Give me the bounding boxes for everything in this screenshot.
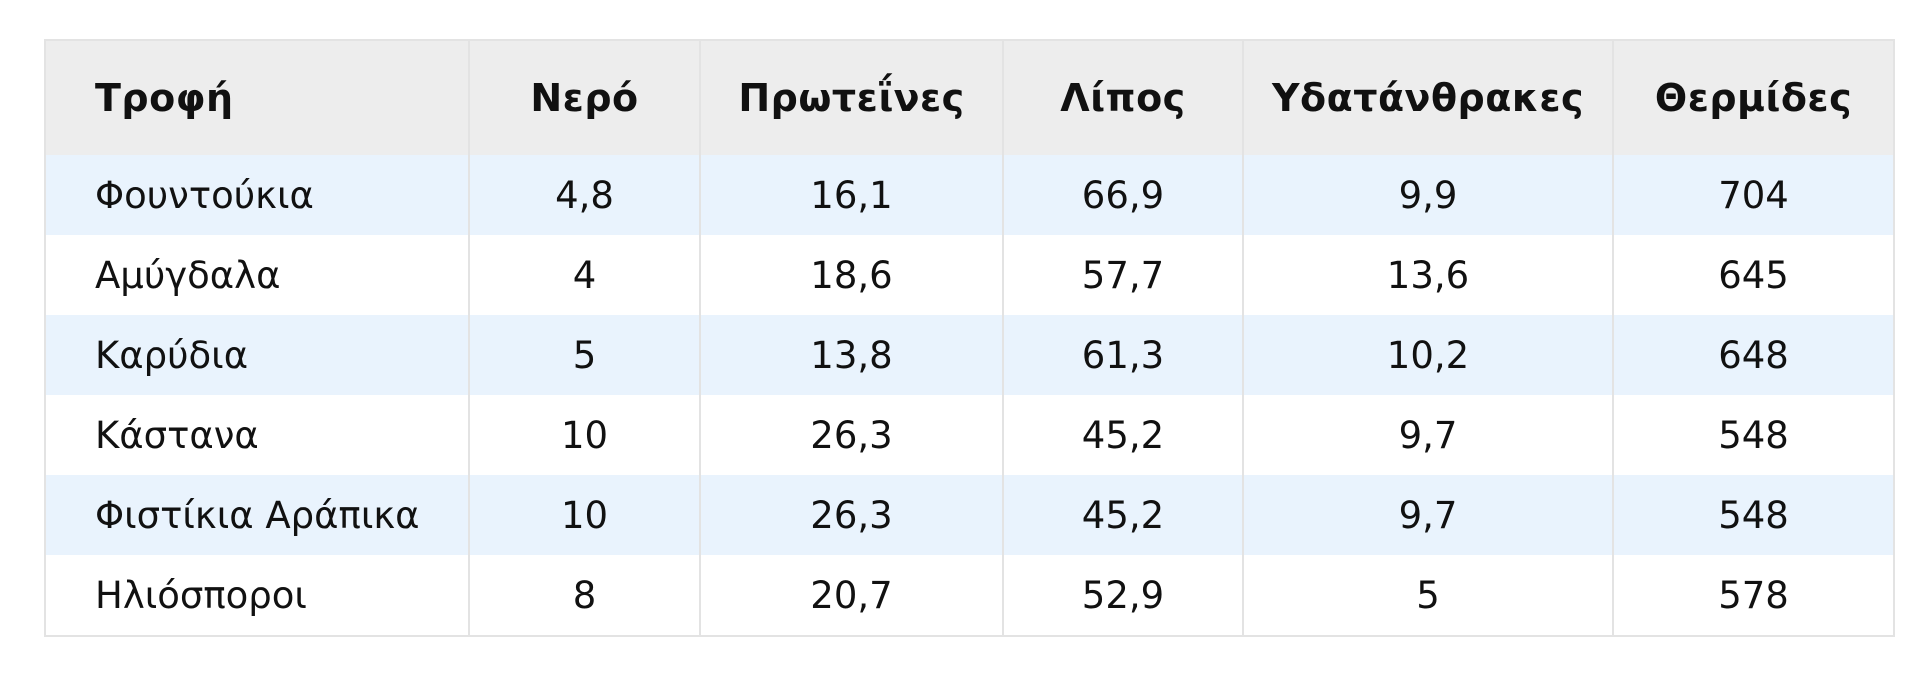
column-header-water: Νερό xyxy=(469,41,701,155)
cell-calories: 704 xyxy=(1718,173,1789,217)
table-row: Φιστίκια Αράπικα 10 26,3 45,2 9,7 548 xyxy=(46,475,1893,555)
cell-carbs: 9,9 xyxy=(1243,155,1614,235)
column-header-protein: Πρωτεΐνες xyxy=(700,41,1004,155)
cell-carbs: 9,7 xyxy=(1243,395,1614,475)
nutrition-table: Τροφή Νερό Πρωτεΐνες Λίπος Υδατάνθρακες … xyxy=(46,41,1893,635)
cell-water: 5 xyxy=(469,315,701,395)
column-header-calories: Θερμίδες xyxy=(1654,76,1853,120)
cell-fat: 66,9 xyxy=(1003,155,1244,235)
cell-protein: 20,7 xyxy=(700,555,1004,635)
cell-protein: 13,8 xyxy=(700,315,1004,395)
cell-food: Φιστίκια Αράπικα xyxy=(46,475,470,555)
cell-calories: 548 xyxy=(1718,493,1789,537)
cell-water: 4,8 xyxy=(469,155,701,235)
table-body: Φουντούκια 4,8 16,1 66,9 9,9 704 Αμύγδαλ… xyxy=(46,155,1893,635)
cell-food: Καρύδια xyxy=(46,315,470,395)
cell-water: 8 xyxy=(469,555,701,635)
cell-food: Ηλιόσποροι xyxy=(46,555,470,635)
cell-food: Αμύγδαλα xyxy=(46,235,470,315)
cell-calories: 548 xyxy=(1718,413,1789,457)
cell-water: 4 xyxy=(469,235,701,315)
cell-food: Φουντούκια xyxy=(46,155,470,235)
cell-fat: 57,7 xyxy=(1003,235,1244,315)
table-row: Αμύγδαλα 4 18,6 57,7 13,6 645 xyxy=(46,235,1893,315)
cell-calories: 578 xyxy=(1718,573,1789,617)
nutrition-table-container: Τροφή Νερό Πρωτεΐνες Λίπος Υδατάνθρακες … xyxy=(44,39,1895,637)
cell-fat: 45,2 xyxy=(1003,475,1244,555)
table-header: Τροφή Νερό Πρωτεΐνες Λίπος Υδατάνθρακες … xyxy=(46,41,1893,155)
cell-calories: 645 xyxy=(1718,253,1789,297)
cell-protein: 26,3 xyxy=(700,395,1004,475)
cell-fat: 45,2 xyxy=(1003,395,1244,475)
cell-protein: 26,3 xyxy=(700,475,1004,555)
cell-fat: 61,3 xyxy=(1003,315,1244,395)
cell-water: 10 xyxy=(469,395,701,475)
cell-carbs: 10,2 xyxy=(1243,315,1614,395)
cell-protein: 16,1 xyxy=(700,155,1004,235)
cell-fat: 52,9 xyxy=(1003,555,1244,635)
cell-protein: 18,6 xyxy=(700,235,1004,315)
table-row: Καρύδια 5 13,8 61,3 10,2 648 xyxy=(46,315,1893,395)
table-row: Φουντούκια 4,8 16,1 66,9 9,9 704 xyxy=(46,155,1893,235)
header-row: Τροφή Νερό Πρωτεΐνες Λίπος Υδατάνθρακες … xyxy=(46,41,1893,155)
table-row: Ηλιόσποροι 8 20,7 52,9 5 578 xyxy=(46,555,1893,635)
cell-carbs: 9,7 xyxy=(1243,475,1614,555)
cell-food: Κάστανα xyxy=(46,395,470,475)
cell-carbs: 13,6 xyxy=(1243,235,1614,315)
cell-calories: 648 xyxy=(1718,333,1789,377)
cell-water: 10 xyxy=(469,475,701,555)
column-header-food: Τροφή xyxy=(46,41,470,155)
cell-carbs: 5 xyxy=(1243,555,1614,635)
column-header-carbs: Υδατάνθρακες xyxy=(1243,41,1614,155)
table-row: Κάστανα 10 26,3 45,2 9,7 548 xyxy=(46,395,1893,475)
column-header-fat: Λίπος xyxy=(1003,41,1244,155)
